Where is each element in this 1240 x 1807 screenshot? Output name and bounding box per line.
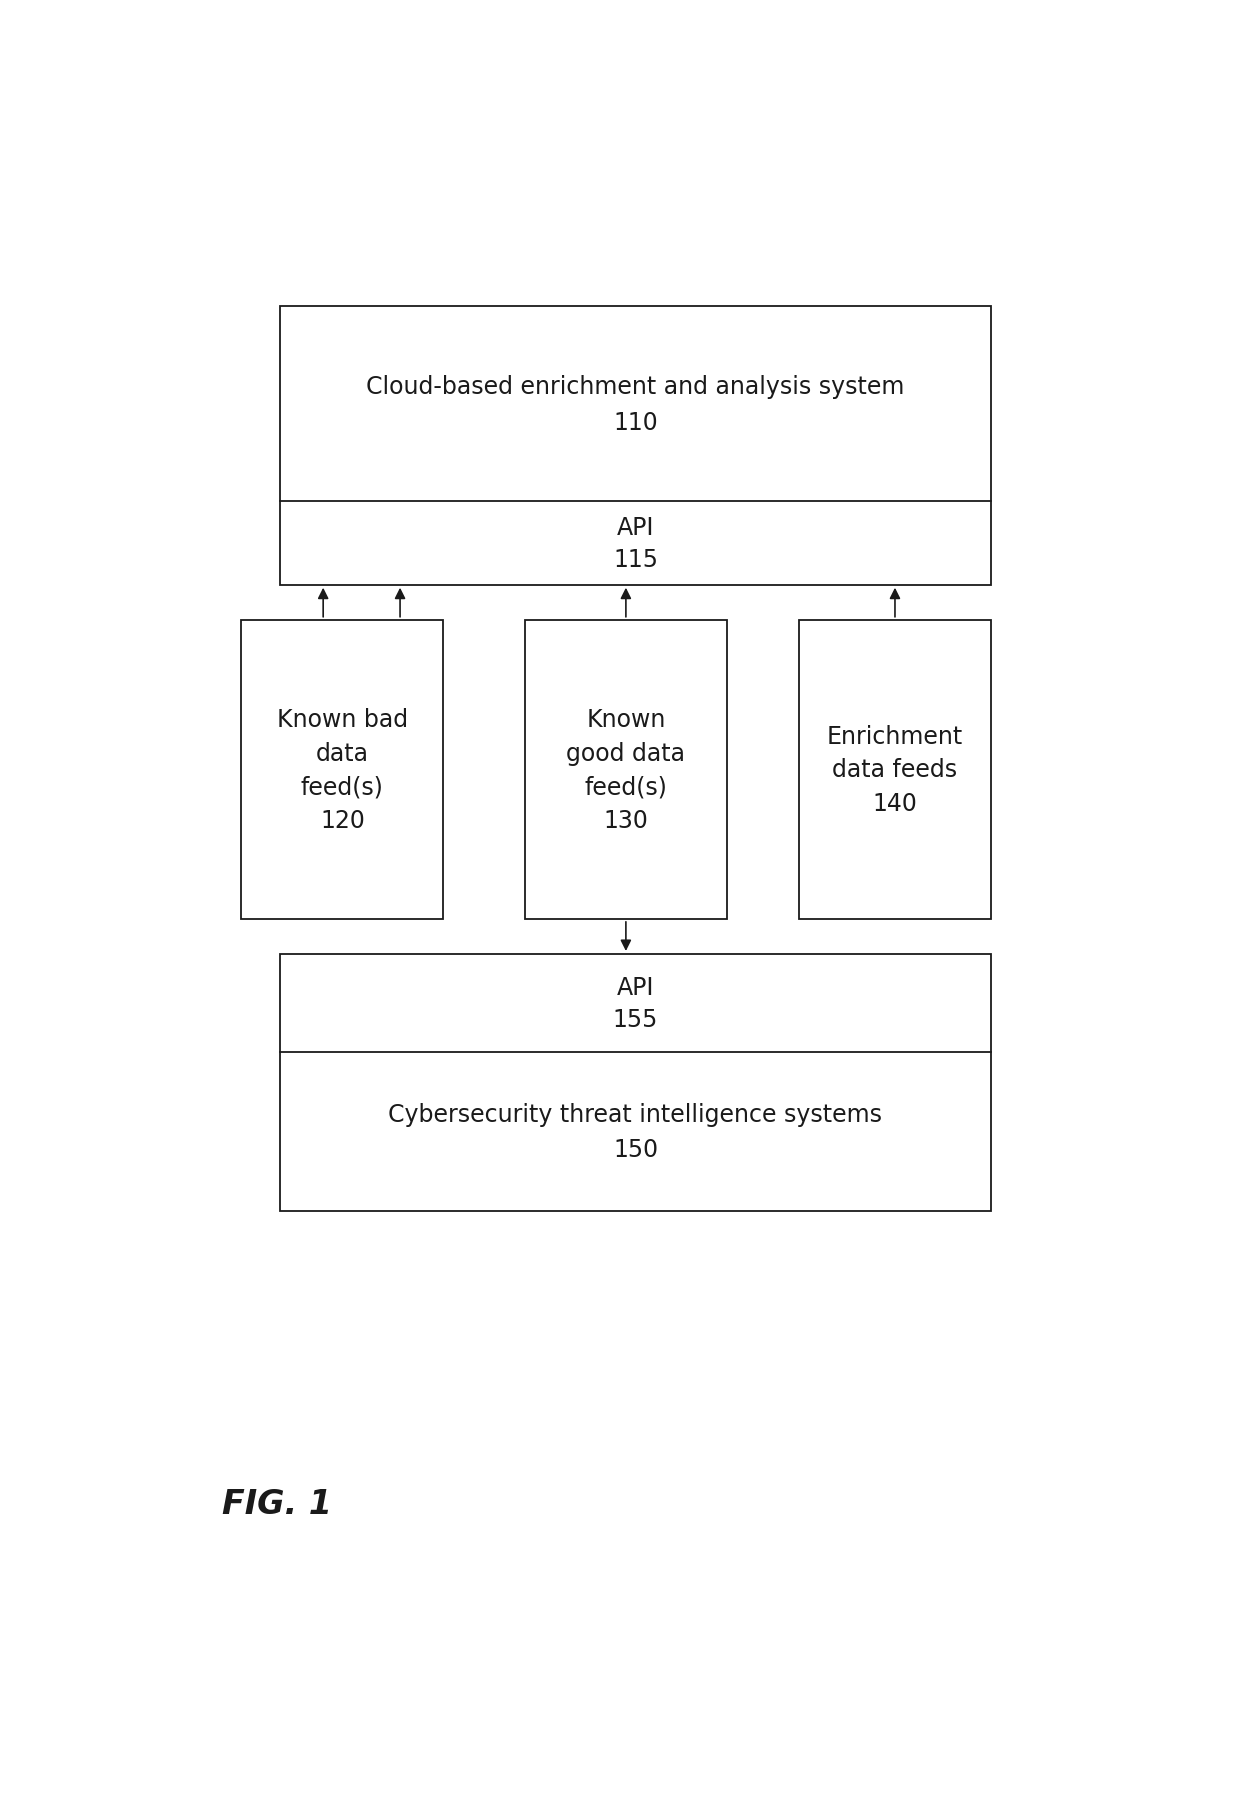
Text: Cybersecurity threat intelligence systems
150: Cybersecurity threat intelligence system… bbox=[388, 1102, 883, 1162]
Bar bbox=[280, 307, 991, 585]
Bar bbox=[280, 954, 991, 1212]
Text: Known
good data
feed(s)
130: Known good data feed(s) 130 bbox=[567, 708, 686, 833]
Text: Cloud-based enrichment and analysis system
110: Cloud-based enrichment and analysis syst… bbox=[366, 376, 905, 434]
Bar bbox=[799, 620, 991, 920]
Text: Enrichment
data feeds
140: Enrichment data feeds 140 bbox=[827, 725, 963, 815]
Text: API
115: API 115 bbox=[613, 517, 658, 571]
Text: API
155: API 155 bbox=[613, 976, 658, 1032]
Text: Known bad
data
feed(s)
120: Known bad data feed(s) 120 bbox=[277, 708, 408, 833]
Text: FIG. 1: FIG. 1 bbox=[222, 1487, 332, 1520]
Bar bbox=[242, 620, 444, 920]
Bar bbox=[525, 620, 727, 920]
